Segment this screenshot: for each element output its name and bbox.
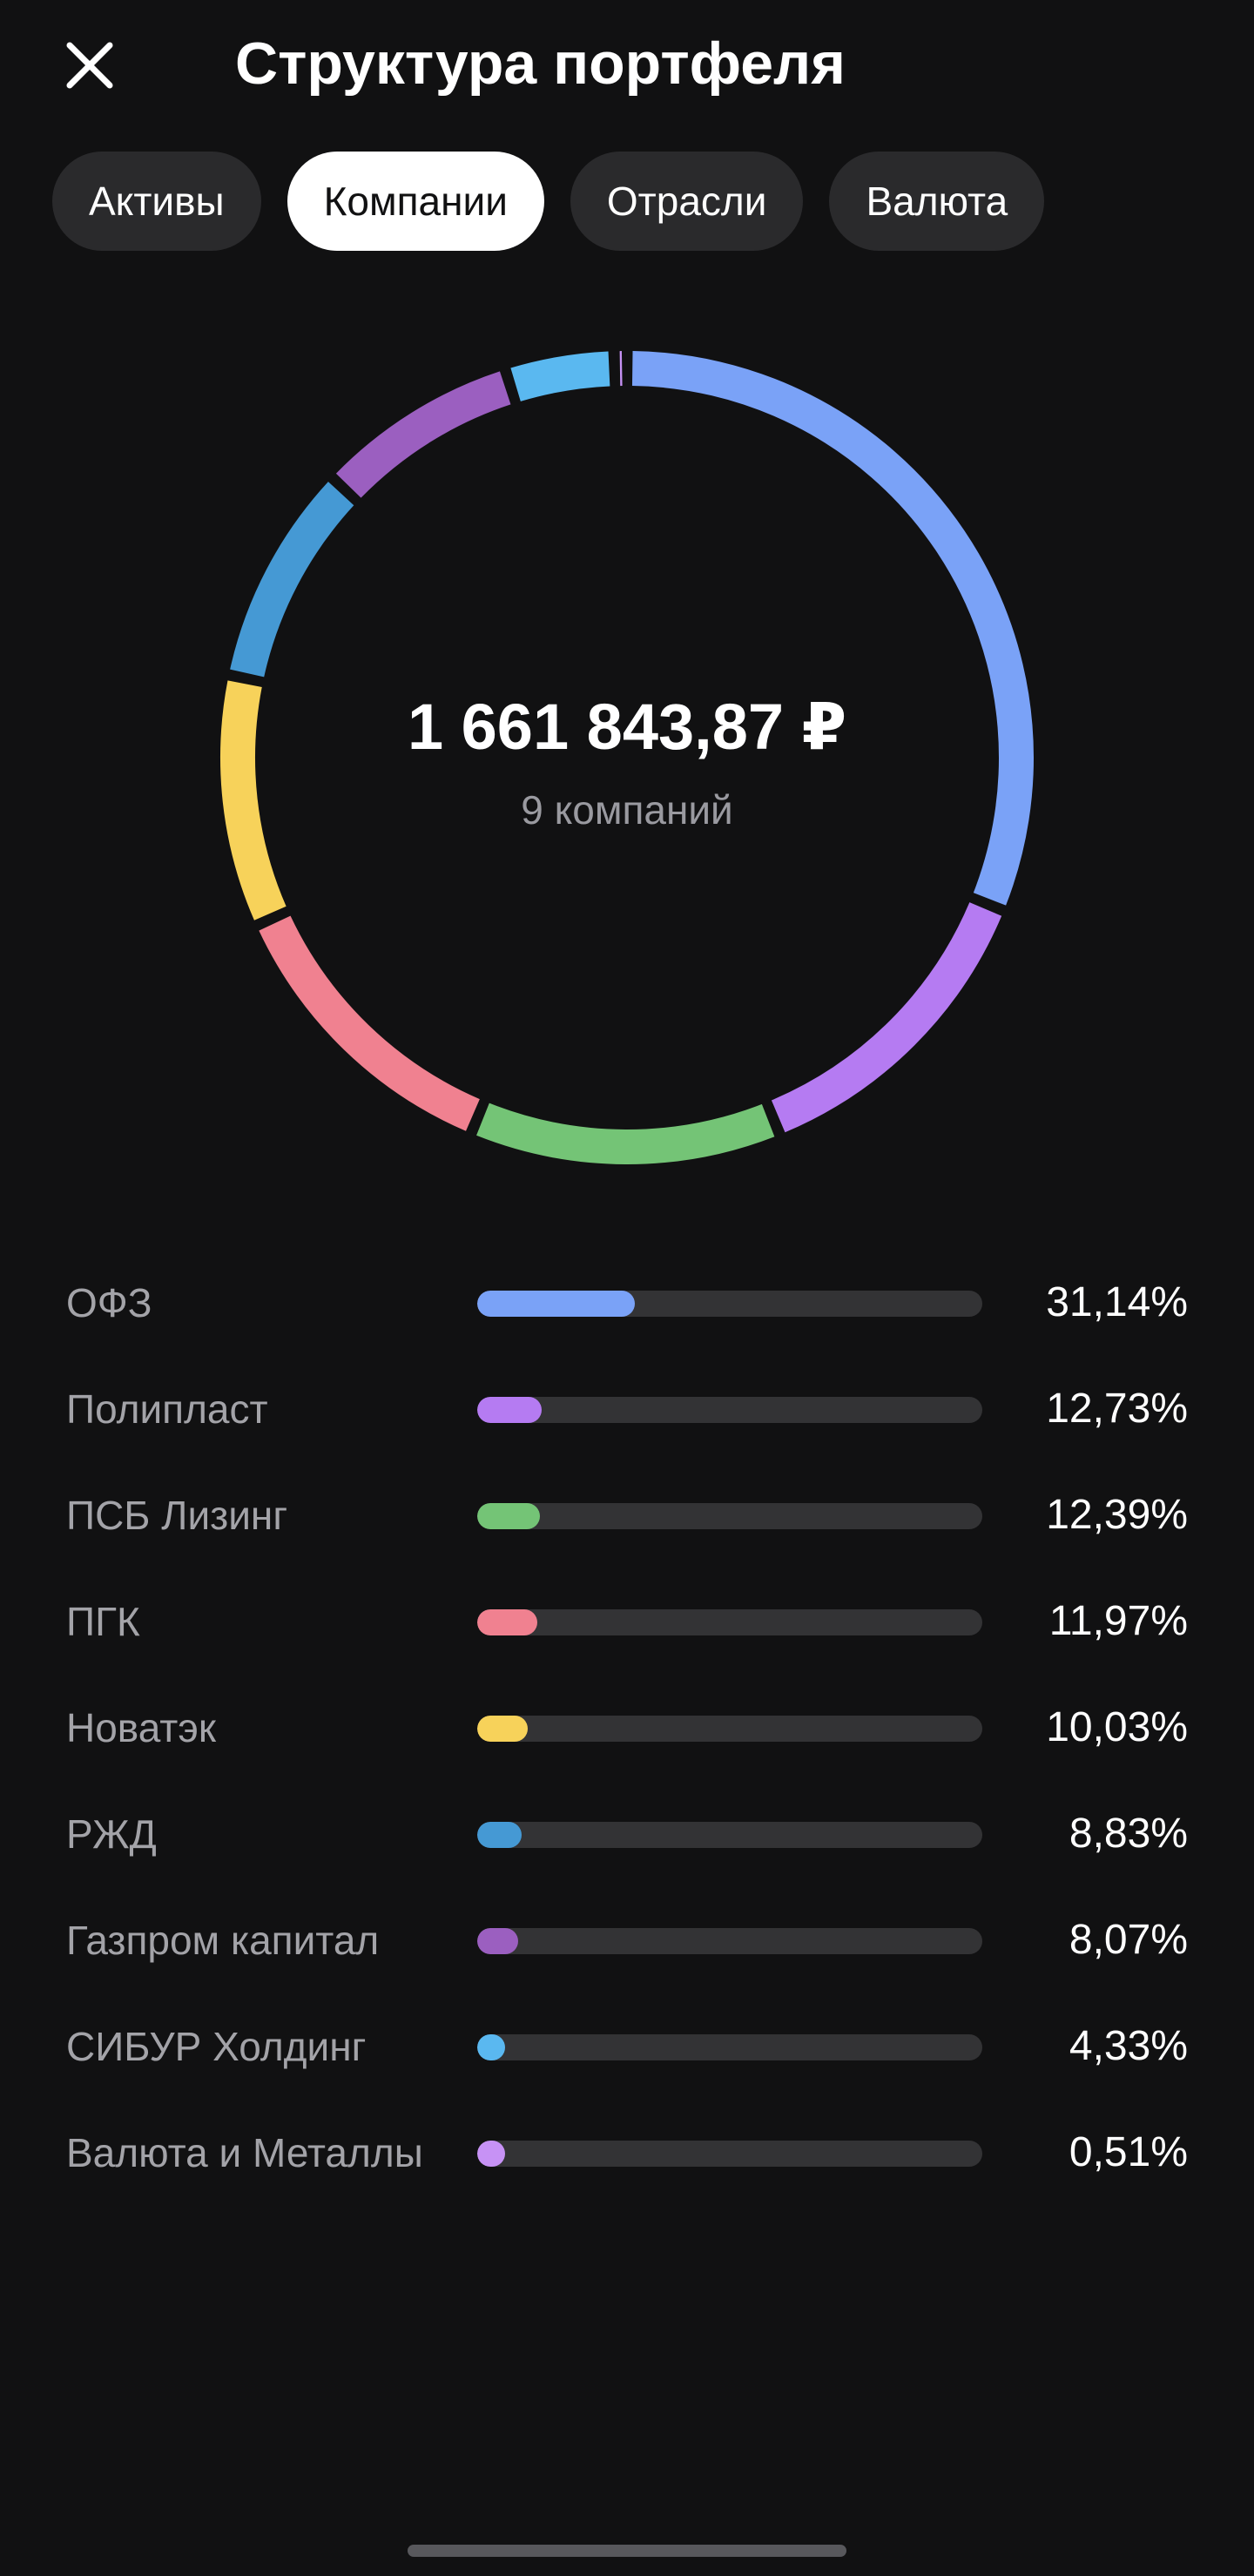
list-item[interactable]: Новатэк 10,03% [0,1675,1254,1781]
list-item[interactable]: Валюта и Металлы 0,51% [0,2100,1254,2206]
donut-segment[interactable] [510,351,610,401]
list-item[interactable]: Полипласт 12,73% [0,1356,1254,1462]
share-bar-track [477,2034,982,2060]
list-item[interactable]: Газпром капитал 8,07% [0,1887,1254,1993]
share-bar-fill [477,2141,505,2167]
home-indicator[interactable] [408,2545,846,2557]
share-bar-track [477,1397,982,1423]
company-name: Валюта и Металлы [66,2130,423,2175]
company-name: Газпром капитал [66,1918,380,1963]
donut-segment[interactable] [259,915,480,1131]
donut-segment[interactable] [335,371,511,498]
company-name: Полипласт [66,1386,268,1432]
company-name: РЖД [66,1811,157,1857]
share-percent: 12,39% [1046,1492,1188,1538]
list-item[interactable]: ПСБ Лизинг 12,39% [0,1462,1254,1568]
company-name: ПСБ Лизинг [66,1493,288,1538]
share-bar-fill [477,2034,505,2060]
page-title: Структура портфеля [235,30,846,97]
share-bar-fill [477,1397,542,1423]
donut-chart: 1 661 843,87 ₽ 9 компаний [218,348,1036,1167]
list-item[interactable]: ПГК 11,97% [0,1568,1254,1675]
share-percent: 4,33% [1069,2023,1188,2069]
close-button[interactable] [51,26,129,105]
allocation-list: ОФЗ 31,14% Полипласт 12,73% ПСБ Лизинг 12,39%… [0,1250,1254,2206]
header: Структура портфеля [0,0,1254,131]
share-bar-track [477,1609,982,1635]
companies-count: 9 компаний [521,787,733,833]
share-percent: 12,73% [1046,1386,1188,1432]
list-item[interactable]: ОФЗ 31,14% [0,1250,1254,1356]
share-bar-track [477,1716,982,1742]
portfolio-total-amount: 1 661 843,87 ₽ [407,691,847,763]
share-bar-fill [477,1609,538,1635]
share-percent: 31,14% [1046,1279,1188,1325]
tab-currency[interactable]: Валюта [829,152,1045,251]
share-bar-track [477,1291,982,1317]
share-percent: 8,07% [1069,1917,1188,1963]
share-percent: 0,51% [1069,2129,1188,2175]
company-name: СИБУР Холдинг [66,2024,367,2069]
share-bar-track [477,1503,982,1529]
tab-bar: Активы Компании Отрасли Валюта [52,152,1045,251]
tab-industries[interactable]: Отрасли [570,152,804,251]
tab-companies[interactable]: Компании [287,152,544,251]
share-bar-track [477,1928,982,1954]
tab-assets[interactable]: Активы [52,152,261,251]
donut-segment[interactable] [631,351,1034,906]
share-percent: 10,03% [1046,1704,1188,1750]
donut-chart-svg [220,351,1034,1164]
donut-segment[interactable] [230,482,354,678]
share-bar-fill [477,1928,518,1954]
donut-segment[interactable] [771,902,1002,1133]
share-bar-fill [477,1291,635,1317]
donut-segment[interactable] [476,1103,775,1164]
list-item[interactable]: СИБУР Холдинг 4,33% [0,1993,1254,2100]
share-percent: 11,97% [1048,1598,1188,1644]
donut-segment[interactable] [220,680,287,920]
share-bar-fill [477,1503,540,1529]
company-name: ОФЗ [66,1280,152,1325]
company-name: ПГК [66,1599,140,1644]
share-bar-fill [477,1822,522,1848]
close-icon [66,42,113,89]
share-bar-track [477,2141,982,2167]
list-item[interactable]: РЖД 8,83% [0,1781,1254,1887]
share-bar-track [477,1822,982,1848]
share-bar-fill [477,1716,529,1742]
share-percent: 8,83% [1069,1811,1188,1857]
company-name: Новатэк [66,1705,216,1750]
